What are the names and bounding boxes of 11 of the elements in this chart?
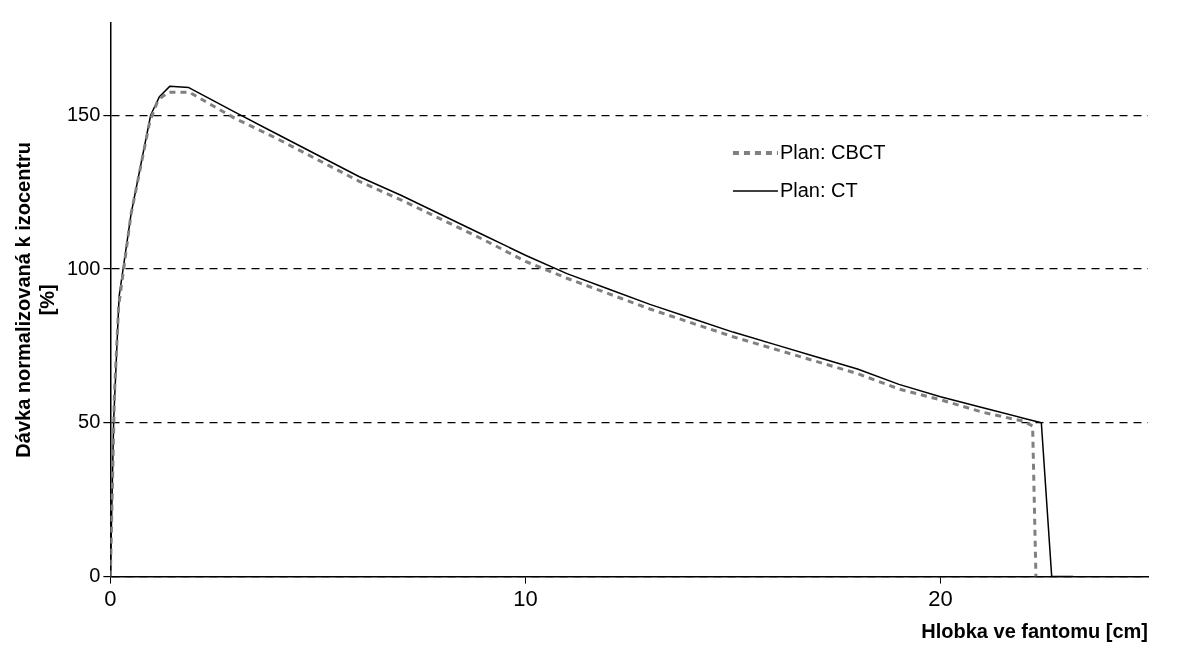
- y-tick-label: 50: [78, 410, 101, 433]
- x-tick-label: 20: [928, 585, 953, 611]
- y-axis-title: Dávka normalizovaná k izocentru [%]: [11, 141, 58, 458]
- x-tick-label: 10: [513, 585, 538, 611]
- legend-label: Plan: CBCT: [779, 140, 886, 163]
- y-tick-label: 0: [89, 564, 101, 587]
- x-axis-title: Hlobka ve fantomu [cm]: [921, 619, 1148, 642]
- y-tick-label: 100: [66, 256, 101, 279]
- legend-label: Plan: CT: [779, 178, 858, 201]
- x-tick-label: 0: [104, 585, 117, 611]
- y-tick-label: 150: [66, 102, 101, 125]
